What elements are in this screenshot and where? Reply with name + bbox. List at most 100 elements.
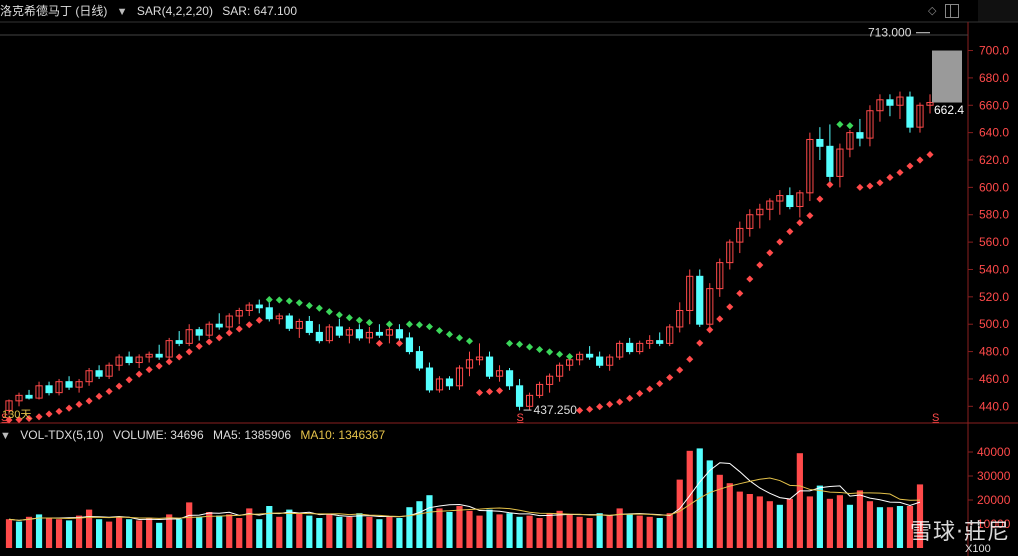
sar-dot (355, 316, 363, 324)
candle-body (846, 132, 854, 150)
volume-bar (176, 519, 183, 548)
sar-dot (876, 179, 884, 187)
volume-bar (156, 522, 163, 548)
sar-dot (836, 120, 844, 128)
sar-dot (896, 168, 904, 177)
sar-dot (866, 182, 874, 190)
volume-bar (656, 518, 663, 548)
candle-body (806, 138, 814, 194)
candle-body (776, 195, 784, 202)
sar-dot (215, 334, 223, 342)
sar-dot (475, 389, 484, 397)
sar-dot (245, 321, 253, 329)
volume-bar (846, 504, 854, 548)
sar-dot (516, 340, 524, 348)
candle-body (766, 200, 774, 210)
candle-body (325, 326, 333, 342)
volume-bar (256, 519, 263, 548)
sar-dot (165, 358, 173, 366)
volume-bar (306, 515, 313, 548)
candle-body (636, 342, 644, 353)
sar-dot (916, 156, 924, 164)
sar-dot (756, 261, 764, 269)
diamond-icon[interactable]: ◇ (928, 5, 937, 17)
volume-bar (916, 484, 924, 548)
volume-bar (806, 496, 813, 548)
volume-bar (556, 510, 563, 548)
sar-dot (746, 275, 754, 283)
vol-indicator-name[interactable]: VOL-TDX(5,10) (20, 428, 104, 442)
volume-bar (456, 506, 463, 548)
candle-body (706, 288, 714, 325)
sar-dot (335, 311, 343, 319)
volume-bar (226, 514, 233, 548)
price-tick-label: 600.0 (979, 180, 1009, 194)
sar-dot (435, 327, 444, 335)
candle-body (656, 340, 664, 344)
sar-value: SAR: 647.100 (222, 4, 298, 18)
sar-dot (285, 297, 293, 305)
candle-body (606, 356, 614, 366)
volume-bar (606, 515, 613, 548)
volume-bar (206, 512, 213, 548)
candle-body (75, 381, 83, 388)
volume-bar (436, 508, 443, 548)
sar-dot (445, 330, 454, 338)
volume-bar (466, 510, 473, 548)
indicator-toggle-icon[interactable]: ▼ (116, 6, 128, 18)
price-tick-label: 480.0 (979, 345, 1009, 359)
candle-body (826, 145, 834, 177)
candle-body (425, 367, 434, 391)
volume-bar (116, 516, 123, 548)
candle-body (405, 337, 414, 353)
volume-bar (766, 501, 773, 548)
candle-body (375, 331, 384, 336)
sar-dot (135, 370, 143, 378)
volume-bar (186, 502, 193, 548)
volume-bar (826, 498, 833, 548)
volume-bar (266, 506, 273, 548)
volume-bar (106, 521, 113, 548)
volume-bar (276, 516, 283, 548)
header-right-pad (978, 0, 1018, 22)
ma10-value: MA10: 1346367 (300, 428, 386, 442)
candle-body (596, 356, 604, 366)
sar-indicator-name[interactable]: SAR(4,2,2,20) (136, 4, 213, 18)
volume-bar (486, 509, 493, 548)
candle-body (275, 315, 283, 320)
candle-body (535, 383, 544, 396)
sar-dot (15, 416, 23, 424)
volume-bar (676, 479, 683, 548)
price-tick-label: 680.0 (979, 71, 1009, 85)
candle-body (455, 367, 464, 387)
volume-bar (166, 514, 173, 548)
volume-toggle-icon[interactable]: ▼ (0, 430, 11, 442)
price-range-box (932, 50, 962, 103)
ma5-value: MA5: 1385906 (213, 428, 292, 442)
sar-dot (225, 329, 233, 337)
price-tick-label: 540.0 (979, 262, 1009, 276)
sar-dot (856, 183, 864, 191)
volume-bar (506, 513, 513, 548)
candle-body (435, 378, 444, 391)
price-tick-label: 520.0 (979, 290, 1009, 304)
price-tick-label: 620.0 (979, 153, 1009, 167)
candle-body (796, 192, 804, 208)
sar-dot (45, 410, 53, 418)
sar-dot (846, 122, 854, 130)
candle-body (475, 356, 484, 361)
candle-body (365, 331, 373, 339)
sar-dot (686, 355, 694, 363)
volume-bar (25, 516, 33, 548)
high-label: 713.000 (868, 26, 912, 40)
candle-body (836, 148, 844, 177)
volume-tick-label: 10000 (977, 517, 1011, 531)
volume-bar (75, 515, 83, 548)
volume-bar (636, 515, 643, 548)
candle-body (545, 375, 554, 385)
volume-bar (516, 516, 523, 548)
layout-toggle-icon[interactable] (945, 4, 959, 18)
volume-tick-label: 40000 (977, 445, 1011, 459)
volume-bar (376, 519, 383, 548)
